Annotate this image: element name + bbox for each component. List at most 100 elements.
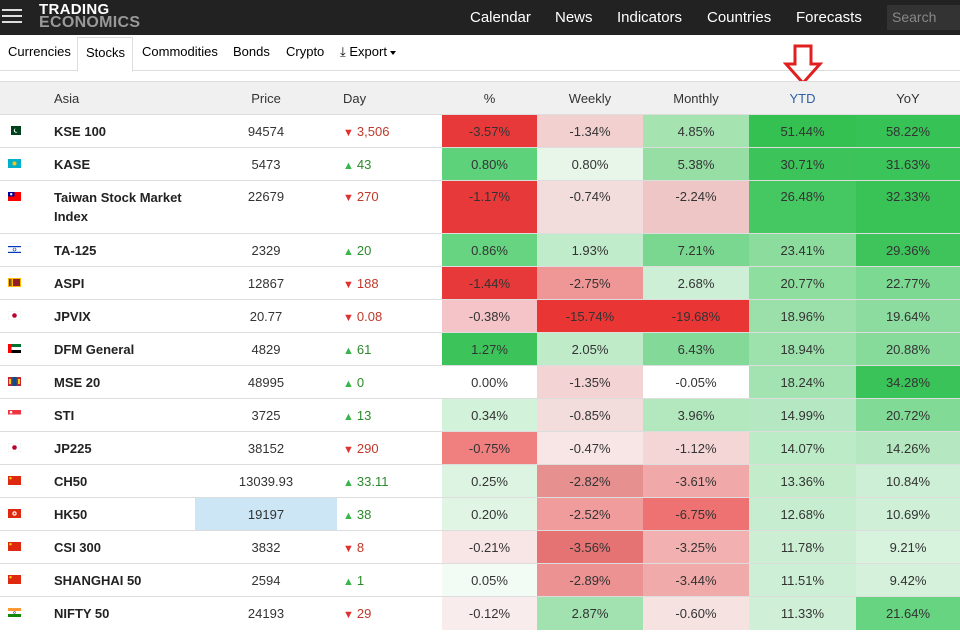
weekly-cell: -15.74% xyxy=(537,299,643,333)
stock-name-text: CSI 300 xyxy=(54,539,101,555)
stock-name[interactable]: SHANGHAI 50 xyxy=(0,563,195,597)
stock-name[interactable]: NIFTY 50 xyxy=(0,596,195,630)
export-label: Export xyxy=(349,44,387,59)
monthly-cell: -3.44% xyxy=(643,563,749,597)
price-cell: 94574 xyxy=(195,114,337,148)
ytd-cell: 30.71% xyxy=(749,147,856,181)
tab-currencies[interactable]: Currencies xyxy=(8,44,71,59)
stock-name[interactable]: HK50 xyxy=(0,497,195,531)
pct-cell: 0.86% xyxy=(442,233,537,267)
table-row[interactable]: HK50 19197 38 0.20%-2.52%-6.75%12.68%10.69% xyxy=(0,497,960,531)
ytd-cell: 18.24% xyxy=(749,365,856,399)
stock-name-text: ASPI xyxy=(54,275,85,291)
search-input[interactable]: Search xyxy=(887,5,960,30)
flag-ae-icon xyxy=(8,344,21,353)
flag-il-icon xyxy=(8,245,21,254)
col-price[interactable]: Price xyxy=(195,81,337,115)
tab-crypto[interactable]: Crypto xyxy=(286,44,325,59)
table-row[interactable]: JP225 38152 290 -0.75%-0.47%-1.12%14.07%14.… xyxy=(0,431,960,465)
weekly-cell: 0.80% xyxy=(537,147,643,181)
export-button[interactable]: ⤓ Export xyxy=(340,35,396,71)
arrow-down-icon xyxy=(343,276,357,291)
stock-name[interactable]: TA-125 xyxy=(0,233,195,267)
table-row[interactable]: CH50 13039.93 33.11 0.25%-2.82%-3.61%13.36%… xyxy=(0,464,960,498)
table-row[interactable]: TA-125 2329 20 0.86%1.93%7.21%23.41%29.36% xyxy=(0,233,960,267)
day-change-value: 29 xyxy=(356,605,372,621)
table-row[interactable]: NIFTY 50 24193 29 -0.12%2.87%-0.60%11.33%21… xyxy=(0,596,960,630)
stock-name-text: JP225 xyxy=(54,440,92,456)
arrow-up-icon xyxy=(343,507,357,522)
nav-indicators[interactable]: Indicators xyxy=(617,9,683,26)
flag-lk-icon xyxy=(8,278,21,287)
price-cell: 19197 xyxy=(195,497,337,531)
day-change: 1 xyxy=(337,563,442,597)
nav-countries[interactable]: Countries xyxy=(707,9,772,26)
monthly-cell: 7.21% xyxy=(643,233,749,267)
menu-icon[interactable] xyxy=(2,9,22,25)
stock-name[interactable]: ASPI xyxy=(0,266,195,300)
price-cell: 48995 xyxy=(195,365,337,399)
weekly-cell: -3.56% xyxy=(537,530,643,564)
tab-stocks[interactable]: Stocks xyxy=(77,37,133,72)
table-row[interactable]: KASE5473430.80%0.80%5.38%30.71%31.63% xyxy=(0,147,960,181)
table-row[interactable]: CSI 300 3832 8 -0.21%-3.56%-3.25%11.78%9.21… xyxy=(0,530,960,564)
ytd-cell: 12.68% xyxy=(749,497,856,531)
price-cell: 2594 xyxy=(195,563,337,597)
stock-name[interactable]: DFM General xyxy=(0,332,195,366)
nav-news[interactable]: News xyxy=(555,9,593,26)
stock-name[interactable]: KSE 100 xyxy=(0,114,195,148)
flag-in-icon xyxy=(8,608,21,617)
day-change: 29 xyxy=(337,596,442,630)
nav-calendar[interactable]: Calendar xyxy=(470,9,531,26)
col-ytd[interactable]: YTD xyxy=(749,81,856,115)
stock-name-text: Taiwan Stock Market Index xyxy=(54,190,182,224)
stock-name[interactable]: JP225 xyxy=(0,431,195,465)
col-day[interactable]: Day xyxy=(337,81,442,115)
price-cell: 12867 xyxy=(195,266,337,300)
stock-name[interactable]: JPVIX xyxy=(0,299,195,333)
weekly-cell: -2.75% xyxy=(537,266,643,300)
table-row[interactable]: KSE 100 94574 3,506 -3.57%-1.34%4.85%51.44%… xyxy=(0,114,960,148)
table-row[interactable]: ASPI 12867 188 -1.44%-2.75%2.68%20.77%22.77… xyxy=(0,266,960,300)
flag-kz-icon xyxy=(8,159,21,168)
table-row[interactable]: SHANGHAI 50 2594 1 0.05%-2.89%-3.44%11.51%9… xyxy=(0,563,960,597)
day-change: 188 xyxy=(337,266,442,300)
logo[interactable]: TRADING ECONOMICS xyxy=(39,2,140,31)
stock-name[interactable]: MSE 20 xyxy=(0,365,195,399)
col-monthly[interactable]: Monthly xyxy=(643,81,749,115)
red-arrow-down-icon xyxy=(783,44,823,86)
day-change-value: 1 xyxy=(356,572,365,588)
table-row[interactable]: STI 3725 13 0.34%-0.85%3.96%14.99%20.72% xyxy=(0,398,960,432)
table-row[interactable]: MSE 20 48995 0 0.00%-1.35%-0.05%18.24%34.28… xyxy=(0,365,960,399)
stock-name[interactable]: Taiwan Stock Market Index xyxy=(0,180,195,234)
table-row[interactable]: DFM General 4829 61 1.27%2.05%6.43%18.94%20… xyxy=(0,332,960,366)
ytd-cell: 11.78% xyxy=(749,530,856,564)
stock-name[interactable]: KASE xyxy=(0,147,195,181)
stock-name-text: MSE 20 xyxy=(54,374,101,390)
table-row[interactable]: JPVIX 20.77 0.08 -0.38%-15.74%-19.68%18.96%… xyxy=(0,299,960,333)
day-change-value: 8 xyxy=(356,539,365,555)
col-weekly[interactable]: Weekly xyxy=(537,81,643,115)
monthly-cell: 4.85% xyxy=(643,114,749,148)
arrow-down-icon xyxy=(343,606,357,621)
col-pct[interactable]: % xyxy=(442,81,537,115)
stock-name[interactable]: STI xyxy=(0,398,195,432)
price-cell: 3832 xyxy=(195,530,337,564)
arrow-down-icon xyxy=(343,441,357,456)
stock-name[interactable]: CSI 300 xyxy=(0,530,195,564)
pct-cell: -0.38% xyxy=(442,299,537,333)
arrow-down-icon xyxy=(343,124,357,139)
nav-forecasts[interactable]: Forecasts xyxy=(796,9,862,26)
price-cell: 3725 xyxy=(195,398,337,432)
yoy-cell: 20.72% xyxy=(856,398,960,432)
tab-bonds[interactable]: Bonds xyxy=(233,44,270,59)
col-asia[interactable]: Asia xyxy=(0,81,195,115)
pct-cell: 0.20% xyxy=(442,497,537,531)
arrow-up-icon xyxy=(343,157,357,172)
weekly-cell: -2.89% xyxy=(537,563,643,597)
day-change-value: 13 xyxy=(356,407,372,423)
table-row[interactable]: Taiwan Stock Market Index22679270-1.17%-… xyxy=(0,180,960,234)
tab-commodities[interactable]: Commodities xyxy=(142,44,218,59)
stock-name[interactable]: CH50 xyxy=(0,464,195,498)
col-yoy[interactable]: YoY xyxy=(856,81,960,115)
